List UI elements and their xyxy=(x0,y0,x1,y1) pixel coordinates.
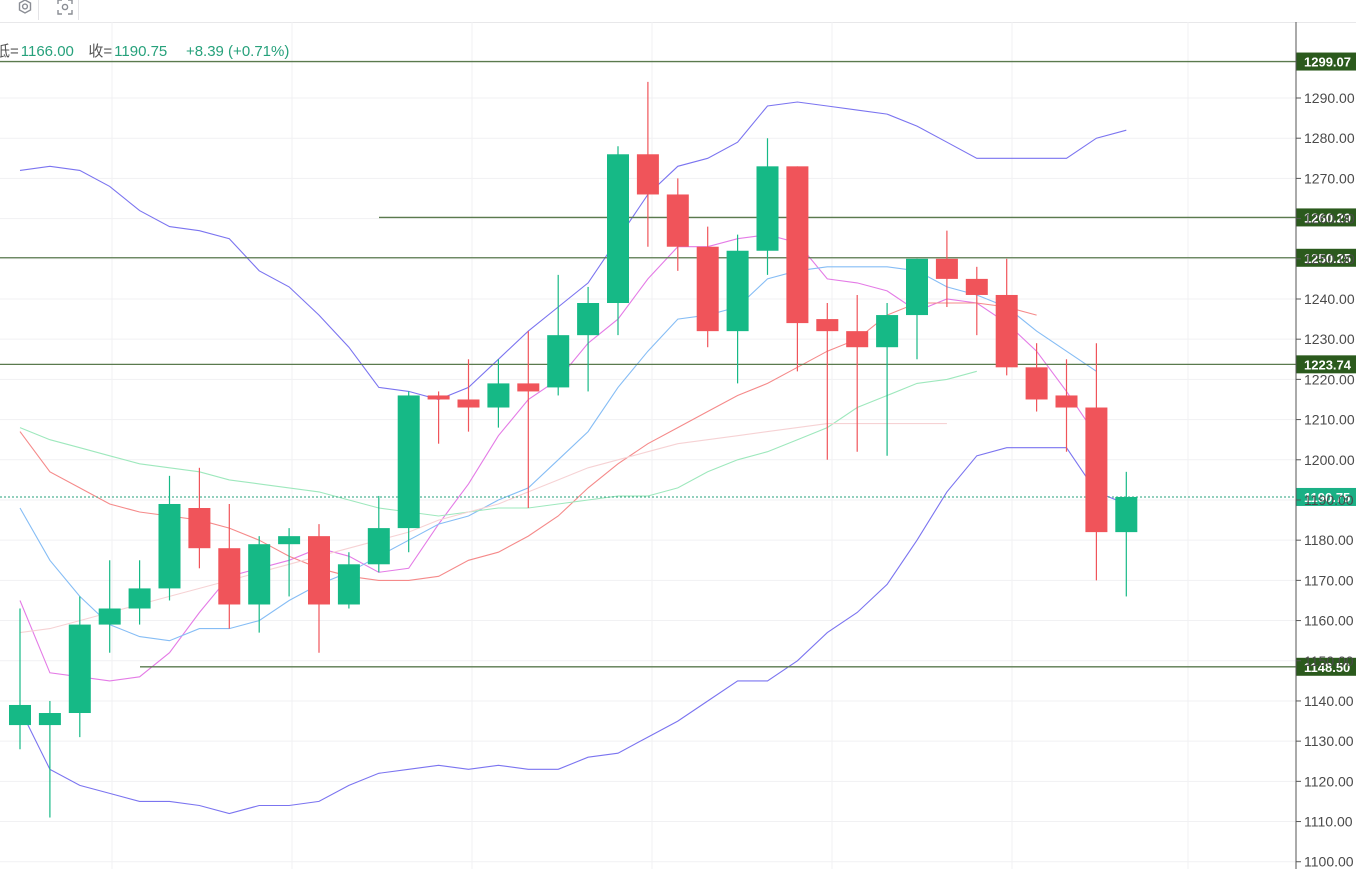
axis-tick-label: 1220.00 xyxy=(1304,371,1355,387)
level-label: 1299.07 xyxy=(1304,55,1351,70)
axis-tick-label: 1210.00 xyxy=(1304,412,1355,428)
candles xyxy=(9,81,1138,818)
chart-toolbar xyxy=(0,0,1356,23)
bb_lower-line xyxy=(19,447,1127,815)
candle-body xyxy=(756,166,779,251)
ohlc-legend: 低= 1166.00 收= 1190.75 +8.39 (+0.71%) xyxy=(0,40,291,61)
ma_pink-line xyxy=(19,423,947,634)
candle-body xyxy=(427,395,450,400)
ma_green-line xyxy=(19,370,977,517)
candle-body xyxy=(367,528,390,565)
candle-body xyxy=(128,588,151,609)
candle-body xyxy=(786,166,809,324)
screenshot-icon xyxy=(57,0,73,15)
axis-tick-label: 1290.00 xyxy=(1304,90,1355,106)
candle-body xyxy=(9,704,31,726)
axis-tick-label: 1100.00 xyxy=(1304,854,1354,869)
axis-tick-label: 1170.00 xyxy=(1304,572,1354,588)
axis-tick-label: 1240.00 xyxy=(1304,291,1355,307)
candle-body xyxy=(846,331,869,348)
axis-tick-label: 1270.00 xyxy=(1304,170,1355,186)
candle-body xyxy=(1085,407,1108,533)
candle-body xyxy=(995,294,1018,368)
chart-grid xyxy=(0,22,1296,869)
settings-button[interactable] xyxy=(12,0,39,20)
candle-body xyxy=(218,548,241,605)
horizontal-levels: 1299.07 1260.29 1250.25 1223.74 1148.50 1190.… xyxy=(0,52,1356,676)
candle-body xyxy=(1055,395,1078,408)
candle-body xyxy=(726,250,749,332)
low-value: 1166.00 xyxy=(20,43,74,60)
indicator-lines xyxy=(19,101,1127,815)
change-value: +8.39 (+0.71%) xyxy=(185,43,290,60)
axis-tick-label: 1200.00 xyxy=(1304,452,1355,468)
candle-body xyxy=(517,383,540,392)
candle-body xyxy=(308,536,330,605)
low-key: 低= xyxy=(0,43,19,60)
candle-body xyxy=(38,713,61,726)
level-label-bg xyxy=(1296,657,1356,676)
candle-body xyxy=(98,608,121,625)
axis-tick-label: 1140.00 xyxy=(1304,693,1354,709)
candle-body xyxy=(666,194,689,247)
level-label: 1223.74 xyxy=(1304,357,1352,372)
candle-body xyxy=(607,154,629,304)
axis-tick-label: 1250.00 xyxy=(1304,251,1355,267)
level-label-bg xyxy=(1296,248,1356,267)
settings-icon xyxy=(18,0,32,14)
level-label-bg xyxy=(1296,52,1356,71)
last-price-label: 1190.75 xyxy=(1304,490,1350,505)
candle-body xyxy=(906,258,928,316)
level-label-bg xyxy=(1296,355,1356,374)
candle-body xyxy=(68,624,91,714)
screenshot-button[interactable] xyxy=(52,0,79,20)
candle-body xyxy=(188,508,211,549)
axis-tick-label: 1190.00 xyxy=(1304,492,1354,508)
level-label: 1148.50 xyxy=(1304,660,1350,675)
close-value: 1190.75 xyxy=(114,43,168,60)
level-label: 1260.29 xyxy=(1304,210,1351,225)
candle-body xyxy=(935,258,958,279)
candle-body xyxy=(487,383,510,408)
candle-body xyxy=(248,544,271,605)
candle-body xyxy=(278,536,301,545)
level-label-bg xyxy=(1296,208,1356,227)
axis-tick-label: 1110.00 xyxy=(1304,814,1353,830)
bb_upper-line xyxy=(19,101,1127,401)
axis-tick-label: 1280.00 xyxy=(1304,130,1355,146)
candle-body xyxy=(158,503,181,589)
axis-tick-label: 1120.00 xyxy=(1304,773,1354,789)
axis-tick-label: 1260.00 xyxy=(1304,211,1355,227)
candle-body xyxy=(1025,367,1048,400)
candle-body xyxy=(876,315,899,348)
axis-tick-label: 1130.00 xyxy=(1304,733,1354,749)
candle-body xyxy=(577,303,600,336)
last-price-label-bg xyxy=(1296,487,1356,506)
candle-body xyxy=(965,278,988,295)
candle-body xyxy=(547,335,570,388)
axis-tick-label: 1150.00 xyxy=(1304,653,1354,669)
price-axis: 1100.00 1110.00 1120.00 1130.00 1140.00 1150.… xyxy=(1295,22,1355,869)
candle-body xyxy=(1115,496,1138,533)
axis-tick-label: 1180.00 xyxy=(1304,532,1354,548)
candle-body xyxy=(816,319,839,332)
candle-body xyxy=(696,246,719,332)
candle-body xyxy=(397,395,420,529)
axis-tick-label: 1230.00 xyxy=(1304,331,1355,347)
candle-body xyxy=(636,154,659,195)
level-label: 1250.25 xyxy=(1304,251,1351,266)
candle-body xyxy=(337,564,360,605)
close-key: 收= xyxy=(88,43,113,60)
axis-tick-label: 1160.00 xyxy=(1304,613,1354,629)
candle-body xyxy=(457,399,480,408)
